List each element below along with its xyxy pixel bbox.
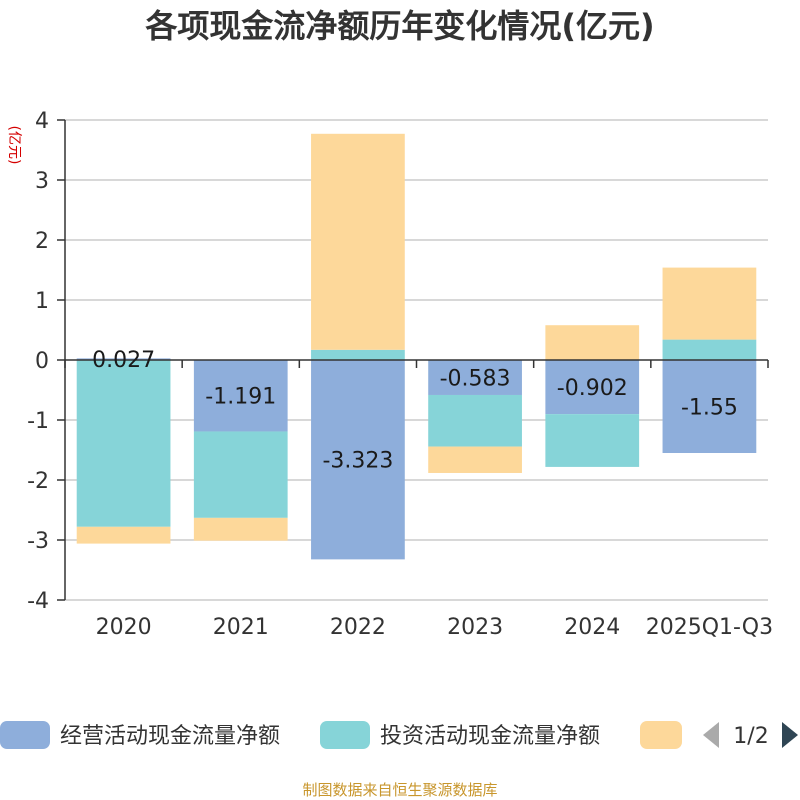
bar-segment[interactable] (428, 394, 522, 447)
bars-layer (76, 133, 757, 560)
data-labels-layer: 0.027 -1.191 -3.323 -0.583 -0.902 -1.55 (92, 348, 738, 474)
x-tick-label: 2024 (564, 615, 620, 640)
bar-value-label: -1.191 (205, 385, 276, 410)
y-tick-label: 2 (35, 229, 49, 254)
legend-prev-page-icon[interactable] (703, 722, 719, 748)
y-tick-label: -4 (27, 589, 49, 614)
bar-segment[interactable] (311, 133, 405, 350)
y-tick-label: 1 (35, 289, 49, 314)
bar-value-label: -0.583 (440, 366, 511, 391)
legend-swatch-financing[interactable] (640, 721, 682, 749)
bar-value-label: -3.323 (322, 449, 393, 474)
x-tick-label: 2021 (213, 615, 269, 640)
x-tick-label: 2022 (330, 615, 386, 640)
y-tick-label: -2 (27, 469, 49, 494)
x-tick-label: 2023 (447, 615, 503, 640)
legend-label-investing[interactable]: 投资活动现金流量净额 (380, 724, 600, 749)
bar-segment[interactable] (662, 267, 757, 340)
y-tick-label: 3 (35, 169, 49, 194)
y-tick-label: 0 (35, 349, 49, 374)
bar-segment[interactable] (428, 446, 522, 473)
legend: 经营活动现金流量净额 投资活动现金流量净额 1/2 (0, 721, 798, 749)
bar-segment[interactable] (311, 360, 405, 560)
bar-segment[interactable] (545, 360, 640, 415)
legend-next-page-icon[interactable] (782, 722, 798, 748)
bar-segment[interactable] (662, 360, 757, 453)
bar-segment[interactable] (311, 349, 405, 360)
bar-value-label: 0.027 (92, 348, 155, 373)
bar-segment[interactable] (193, 431, 288, 518)
bar-segment[interactable] (428, 360, 522, 395)
source-note: 制图数据来自恒生聚源数据库 (302, 781, 497, 799)
y-tick-label: -1 (27, 409, 49, 434)
bar-value-label: -1.55 (681, 396, 738, 421)
y-tick-label: 4 (35, 109, 49, 134)
grid-lines (65, 119, 768, 601)
x-tick-label: 2025Q1-Q3 (646, 615, 773, 640)
bar-segment[interactable] (76, 360, 171, 527)
y-axis-unit-label: (亿元) (6, 126, 22, 165)
bar-segment[interactable] (662, 339, 757, 360)
y-tick-label: -3 (27, 529, 49, 554)
bar-segment[interactable] (545, 325, 640, 360)
chart-title: 各项现金流净额历年变化情况(亿元) (145, 7, 654, 45)
bar-segment[interactable] (545, 414, 640, 467)
legend-swatch-investing[interactable] (320, 721, 370, 749)
legend-label-operating[interactable]: 经营活动现金流量净额 (60, 724, 280, 749)
bar-segment[interactable] (193, 517, 288, 541)
legend-swatch-operating[interactable] (0, 721, 50, 749)
bar-segment[interactable] (193, 360, 288, 432)
bar-segment[interactable] (76, 526, 171, 544)
bar-value-label: -0.902 (557, 376, 628, 401)
bar-segment[interactable] (76, 358, 171, 360)
legend-page-indicator: 1/2 (733, 724, 768, 749)
axes-layer: 4 3 2 1 0 -1 -2 -3 -4 2020 2021 2022 2023 2024 2025Q1-… (27, 109, 773, 640)
x-tick-label: 2020 (96, 615, 152, 640)
